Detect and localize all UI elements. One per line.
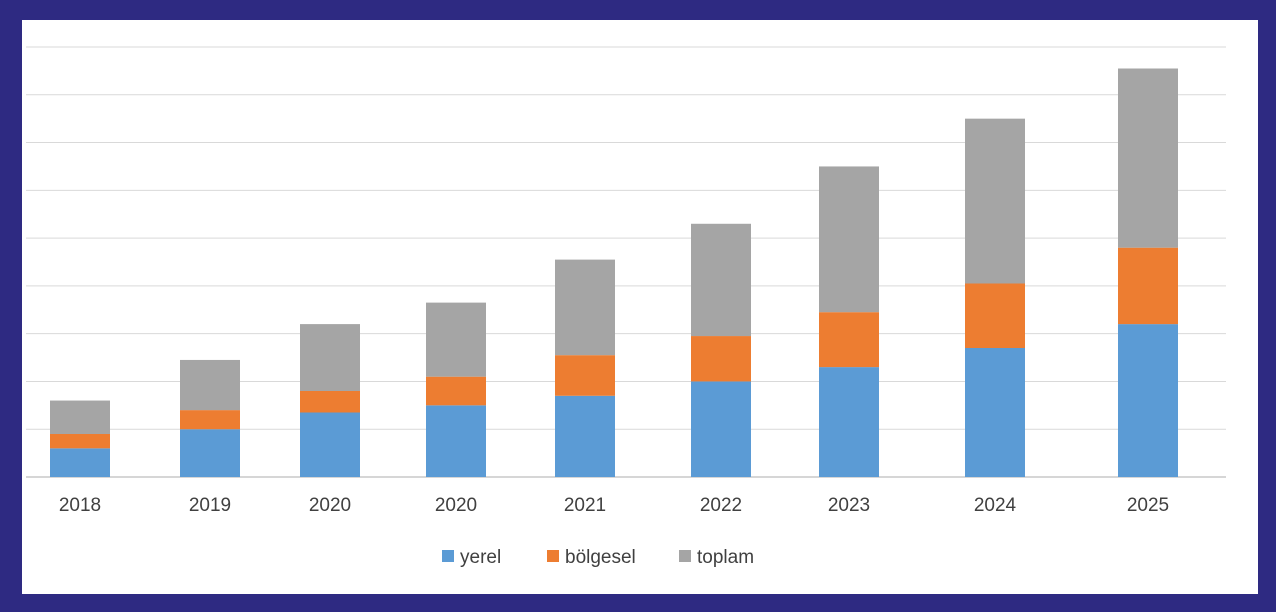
x-tick-label: 2020: [309, 495, 351, 516]
legend-label: bölgesel: [565, 547, 636, 568]
bar-segment-bölgesel: [965, 283, 1025, 348]
bar-segment-yerel: [965, 348, 1025, 477]
bar-segment-bölgesel: [1118, 247, 1178, 325]
bar-segment-toplam: [426, 302, 486, 377]
legend: yerel bölgesel toplam: [442, 547, 754, 568]
bar-stack: [426, 302, 486, 477]
bar-segment-toplam: [180, 359, 240, 411]
bar-segment-toplam: [300, 324, 360, 391]
bar-segment-toplam: [555, 259, 615, 356]
legend-label: toplam: [697, 547, 754, 568]
bar-segment-yerel: [426, 405, 486, 477]
x-tick-label: 2018: [59, 495, 101, 516]
bar-stack: [819, 166, 879, 477]
x-tick-label: 2019: [189, 495, 231, 516]
bar-stack: [691, 223, 751, 477]
x-tick-label: 2025: [1127, 495, 1169, 516]
legend-item: bölgesel: [547, 547, 636, 568]
bar-segment-toplam: [50, 400, 110, 434]
legend-item: yerel: [442, 547, 501, 568]
bar-segment-yerel: [555, 395, 615, 477]
stacked-bar-chart: 2018 2019 2020 2020 2021 2022 2023 2024 2025 yer…: [26, 46, 1226, 568]
bar-stack: [300, 324, 360, 477]
bar-segment-yerel: [50, 448, 110, 477]
bar-segment-bölgesel: [426, 376, 486, 406]
bar-stack: [1118, 68, 1178, 477]
bar-segment-yerel: [691, 381, 751, 477]
bar-segment-toplam: [1118, 68, 1178, 248]
legend-swatch: [679, 550, 691, 562]
bar-stack: [555, 259, 615, 477]
x-tick-label: 2022: [700, 495, 742, 516]
bar-segment-toplam: [819, 166, 879, 313]
legend-label: yerel: [460, 547, 501, 568]
bars: [50, 68, 1178, 477]
bar-segment-bölgesel: [180, 410, 240, 430]
bar-segment-yerel: [819, 367, 879, 477]
bar-segment-bölgesel: [300, 391, 360, 413]
bar-segment-bölgesel: [555, 355, 615, 396]
legend-swatch: [442, 550, 454, 562]
bar-segment-bölgesel: [50, 434, 110, 449]
x-tick-label: 2021: [564, 495, 606, 516]
x-tick-label: 2020: [435, 495, 477, 516]
legend-swatch: [547, 550, 559, 562]
bar-segment-yerel: [300, 412, 360, 477]
legend-item: toplam: [679, 547, 754, 568]
x-axis-ticks: 2018 2019 2020 2020 2021 2022 2023 2024 2025: [59, 495, 1169, 516]
bar-stack: [965, 118, 1025, 477]
chart-panel: 2018 2019 2020 2020 2021 2022 2023 2024 2025 yer…: [22, 20, 1258, 594]
bar-segment-bölgesel: [691, 336, 751, 382]
x-tick-label: 2024: [974, 495, 1017, 516]
bar-segment-toplam: [965, 118, 1025, 284]
bar-stack: [180, 359, 240, 477]
x-tick-label: 2023: [828, 495, 870, 516]
bar-segment-toplam: [691, 223, 751, 337]
bar-segment-bölgesel: [819, 312, 879, 368]
bar-stack: [50, 400, 110, 477]
bar-segment-yerel: [1118, 324, 1178, 477]
bar-segment-yerel: [180, 429, 240, 477]
